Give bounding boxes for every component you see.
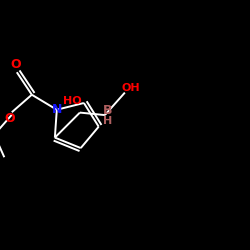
Text: H: H <box>103 116 112 126</box>
Text: OH: OH <box>122 82 141 92</box>
Text: O: O <box>10 58 21 71</box>
Text: N: N <box>52 103 62 116</box>
Text: HO: HO <box>63 96 82 106</box>
Text: B: B <box>102 104 112 117</box>
Text: O: O <box>4 112 14 125</box>
